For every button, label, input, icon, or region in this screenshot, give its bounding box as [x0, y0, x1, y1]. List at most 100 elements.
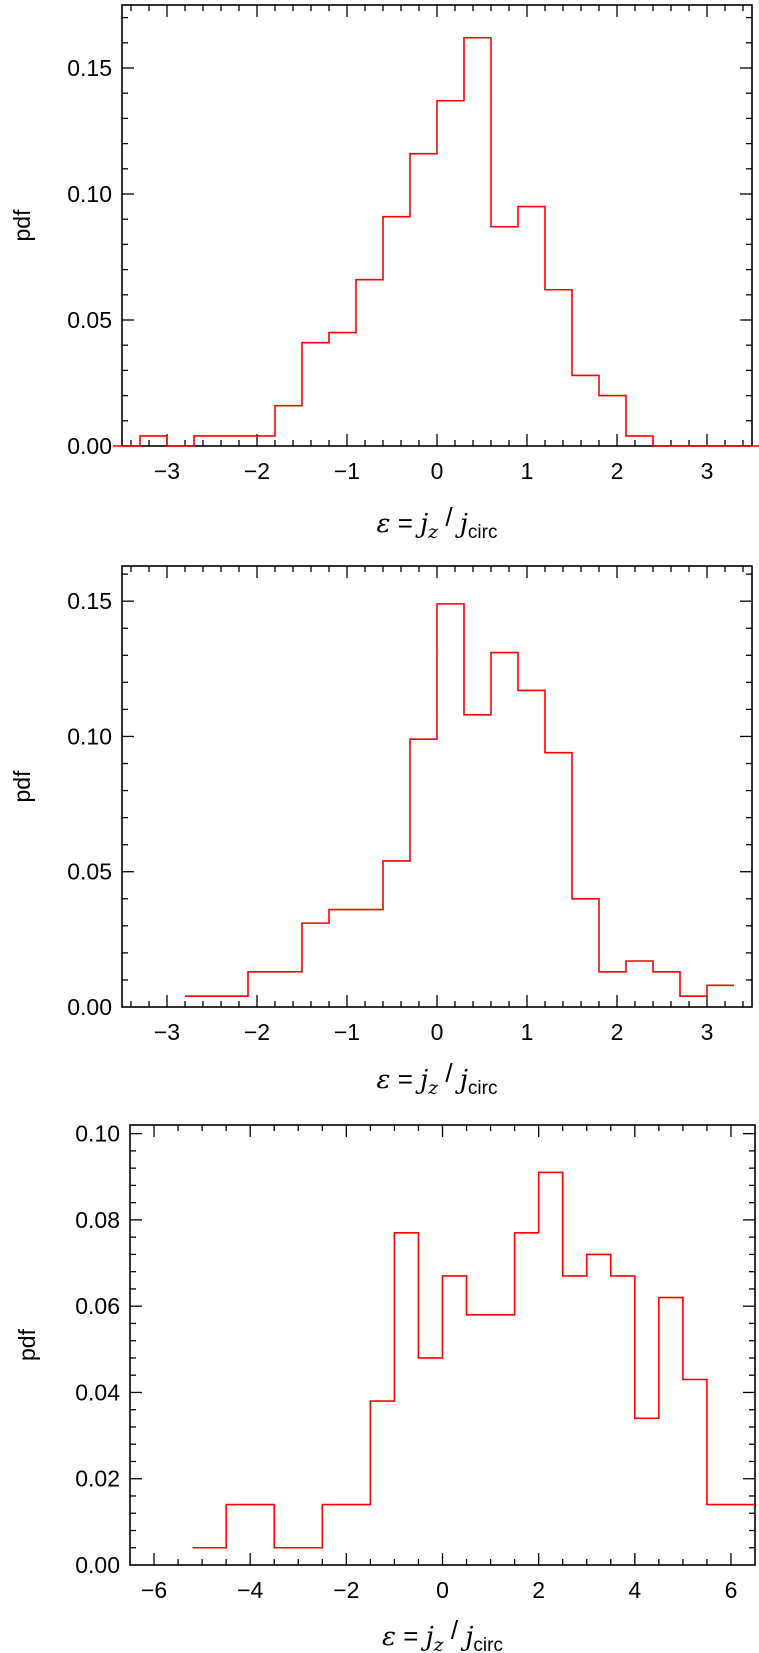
histogram-bin	[410, 154, 437, 446]
histogram-bin	[194, 436, 221, 446]
histogram-bin	[518, 690, 545, 1007]
histogram-bin	[356, 280, 383, 446]
y-tick-label: 0.15	[67, 55, 112, 81]
y-tick-label: 0.00	[67, 994, 112, 1020]
histogram-bin	[322, 1505, 370, 1565]
histogram-bin	[221, 436, 248, 446]
histogram-bin	[707, 985, 734, 1007]
histogram-bin	[518, 207, 545, 446]
histogram-bin	[626, 961, 653, 1007]
histogram-bin	[587, 1254, 611, 1565]
x-tick-label: 1	[521, 458, 534, 484]
y-tick-label: 0.08	[75, 1207, 120, 1233]
y-tick-label: 0.05	[67, 859, 112, 885]
x-tick-label: 2	[611, 458, 624, 484]
x-axis-label: ε = jz / jcirc	[377, 1058, 498, 1099]
y-axis-label: pdf	[14, 1328, 40, 1361]
histogram-bin	[626, 436, 653, 446]
y-tick-label: 0.04	[75, 1379, 120, 1405]
histogram-bin	[394, 1233, 418, 1565]
y-tick-label: 0.00	[75, 1552, 120, 1578]
y-axis-label: pdf	[9, 770, 35, 803]
histogram-bin	[302, 923, 329, 1007]
histogram-series	[185, 603, 734, 997]
histogram-bin	[383, 217, 410, 446]
y-tick-label: 0.06	[75, 1293, 120, 1319]
histogram-bin	[680, 996, 707, 1007]
x-tick-label: 0	[431, 1019, 444, 1045]
histogram-bin	[329, 910, 383, 1007]
histogram-bin	[563, 1276, 587, 1565]
histogram-bin	[302, 343, 329, 446]
histogram-bin	[467, 1315, 515, 1565]
histogram-series	[192, 1171, 755, 1549]
histogram-bin	[443, 1276, 467, 1565]
histogram-bin	[370, 1401, 394, 1565]
x-tick-label: −2	[333, 1577, 359, 1603]
histogram-bin	[193, 1548, 227, 1565]
y-tick-label: 0.10	[75, 1121, 120, 1147]
histogram-bin	[383, 861, 410, 1007]
histogram-bin	[185, 996, 248, 1007]
x-tick-label: 0	[431, 458, 444, 484]
histogram-panel-1: −3 −2 −1 0 1 2 3 0.00 0.05 0.10 0.15 pdf ε = jz / jc…	[9, 4, 759, 543]
histogram-series	[113, 36, 759, 447]
histogram-bin	[683, 1380, 707, 1565]
x-axis-label: ε = jz / jcirc	[382, 1615, 503, 1653]
x-tick-label: 1	[521, 1019, 534, 1045]
x-tick-label: −2	[244, 1019, 270, 1045]
x-tick-label: 3	[701, 458, 714, 484]
histogram-bin	[464, 715, 491, 1007]
histogram-bin	[248, 972, 302, 1007]
histogram-bin	[539, 1172, 563, 1565]
histogram-bin	[572, 375, 599, 446]
x-axis-label: ε = jz / jcirc	[377, 502, 498, 543]
x-tick-label: 2	[611, 1019, 624, 1045]
histogram-bin	[572, 899, 599, 1007]
histogram-bin	[418, 1358, 442, 1565]
x-tick-label: −4	[237, 1577, 263, 1603]
histogram-bin	[410, 739, 437, 1007]
y-tick-label: 0.10	[67, 181, 112, 207]
y-tick-label: 0.02	[75, 1466, 120, 1492]
x-tick-label: 3	[701, 1019, 714, 1045]
histogram-bin	[491, 653, 518, 1007]
histogram-bin	[248, 436, 275, 446]
histogram-bin	[275, 406, 302, 446]
histogram-bin	[464, 38, 491, 446]
y-tick-label: 0.05	[67, 307, 112, 333]
y-axis-label: pdf	[9, 209, 35, 242]
histogram-bin	[545, 290, 572, 446]
histogram-bin	[329, 333, 356, 446]
histogram-bin	[140, 436, 167, 446]
histogram-bin	[437, 101, 464, 446]
x-tick-label: 2	[532, 1577, 545, 1603]
histogram-bin	[599, 972, 626, 1007]
x-tick-label: −2	[244, 458, 270, 484]
y-tick-label: 0.15	[67, 588, 112, 614]
x-tick-label: −1	[334, 458, 360, 484]
x-tick-label: −3	[154, 1019, 180, 1045]
histogram-bin	[491, 227, 518, 446]
histogram-bin	[653, 972, 680, 1007]
x-tick-label: −6	[141, 1577, 167, 1603]
histogram-bin	[635, 1418, 659, 1565]
x-tick-label: 0	[436, 1577, 449, 1603]
histogram-panel-3: −6 −4 −2 0 2 4 6 0.00 0.02 0.04 0.06 0.08 0.10 pdf ε =…	[14, 1121, 756, 1653]
histogram-bin	[707, 1505, 755, 1565]
histogram-bin	[274, 1548, 322, 1565]
histogram-bin	[437, 604, 464, 1007]
x-tick-label: −1	[334, 1019, 360, 1045]
histogram-bin	[515, 1233, 539, 1565]
histogram-bin	[659, 1298, 683, 1565]
histogram-bin	[599, 396, 626, 446]
x-tick-label: 6	[725, 1577, 738, 1603]
histogram-panel-2: −3 −2 −1 0 1 2 3 0.00 0.05 0.10 0.15 pdf ε = jz / jc…	[9, 565, 753, 1099]
histogram-bin	[226, 1505, 274, 1565]
x-tick-label: −3	[154, 458, 180, 484]
histogram-bin	[545, 753, 572, 1007]
x-tick-label: 4	[628, 1577, 641, 1603]
y-tick-label: 0.10	[67, 723, 112, 749]
y-tick-label: 0.00	[67, 433, 112, 459]
